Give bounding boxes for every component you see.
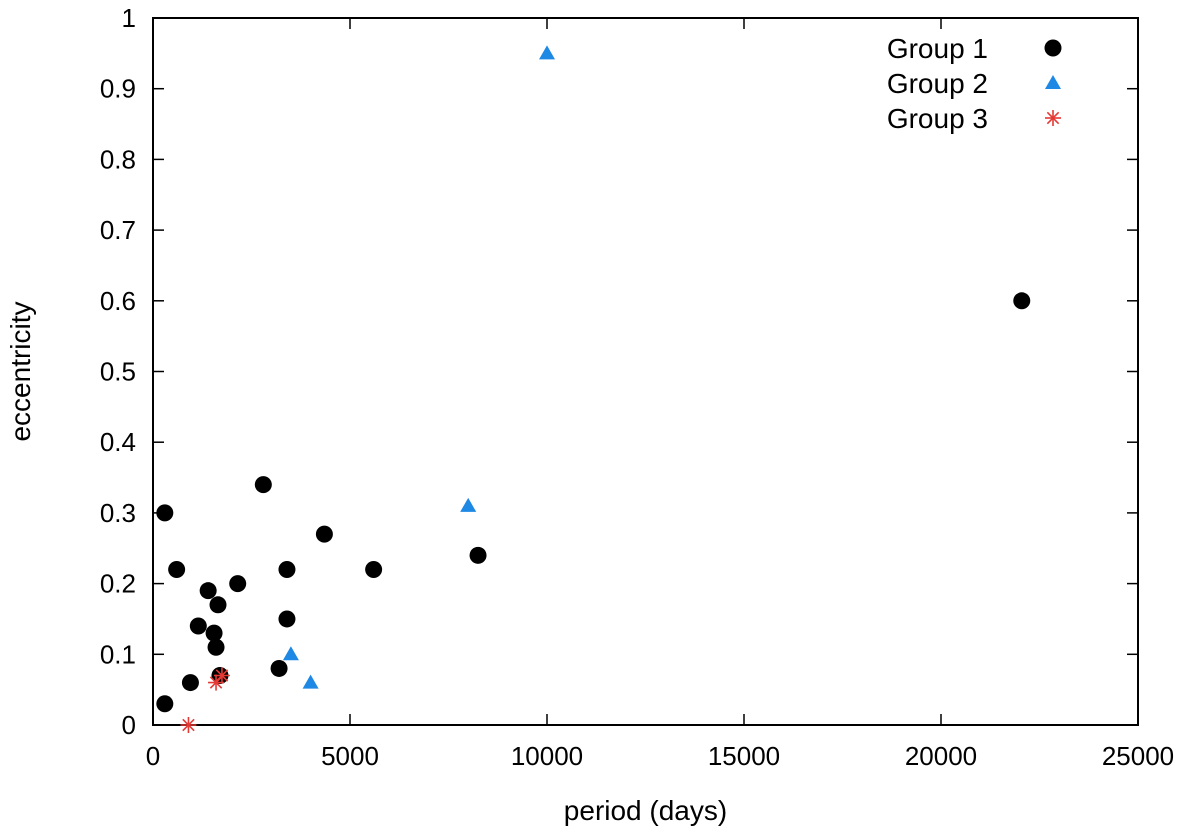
data-point-group-1: [229, 575, 247, 593]
y-tick-label: 0.3: [100, 498, 136, 528]
data-point-group-1: [156, 695, 174, 713]
x-tick-label: 25000: [1102, 741, 1174, 771]
data-point-group-2: [282, 646, 299, 661]
data-point-group-1: [168, 560, 186, 578]
data-point-group-1: [365, 560, 383, 578]
axis-ticks: [152, 17, 1139, 726]
data-point-group-1: [315, 525, 333, 543]
y-tick-label: 0.7: [100, 215, 136, 245]
y-tick-label: 0.1: [100, 639, 136, 669]
plot-border: [152, 17, 1139, 726]
data-point-group-1: [209, 596, 227, 614]
data-point-group-1: [207, 638, 225, 656]
y-tick-label: 0.9: [100, 74, 136, 104]
x-tick-label: 15000: [708, 741, 780, 771]
tick-labels: 0 5000 10000 15000 20000 25000 0 0.1 0.2 0.3 0.4 0.…: [100, 3, 1174, 771]
data-point-group-1: [1013, 292, 1031, 310]
legend-marker: [1045, 110, 1061, 126]
y-tick-label: 0.8: [100, 144, 136, 174]
data-point-group-1: [156, 504, 174, 522]
data-point-group-2: [302, 674, 319, 689]
data-points: [156, 45, 1031, 733]
data-point-group-1: [469, 546, 487, 564]
y-axis-title: eccentricity: [5, 301, 36, 441]
x-tick-label: 0: [146, 741, 160, 771]
data-point-group-1: [205, 624, 223, 642]
legend: Group 1 Group 2 Group 3: [887, 33, 1062, 134]
plot-frame: [152, 17, 1139, 726]
legend-label: Group 2: [887, 68, 988, 99]
data-point-group-3: [213, 667, 230, 684]
data-point-group-1: [189, 617, 207, 635]
y-tick-label: 0.5: [100, 357, 136, 387]
legend-label: Group 3: [887, 103, 988, 134]
x-tick-label: 5000: [321, 741, 379, 771]
y-tick-label: 0.4: [100, 427, 136, 457]
data-point-group-1: [181, 674, 199, 692]
y-tick-label: 1: [122, 3, 136, 33]
data-point-group-1: [270, 659, 288, 677]
data-point-group-1: [278, 610, 296, 628]
data-point-group-2: [460, 497, 477, 512]
y-tick-label: 0.6: [100, 286, 136, 316]
data-point-group-1: [199, 582, 217, 600]
x-tick-label: 10000: [511, 741, 583, 771]
data-point-group-1: [254, 476, 272, 494]
legend-marker: [1044, 39, 1062, 57]
legend-label: Group 1: [887, 33, 988, 64]
y-tick-label: 0.2: [100, 569, 136, 599]
x-tick-label: 20000: [905, 741, 977, 771]
data-point-group-2: [539, 45, 555, 60]
data-point-group-1: [278, 560, 296, 578]
x-axis-title: period (days): [564, 795, 727, 826]
data-point-group-3: [180, 717, 197, 733]
y-tick-label: 0: [122, 710, 136, 740]
legend-marker: [1045, 75, 1061, 89]
